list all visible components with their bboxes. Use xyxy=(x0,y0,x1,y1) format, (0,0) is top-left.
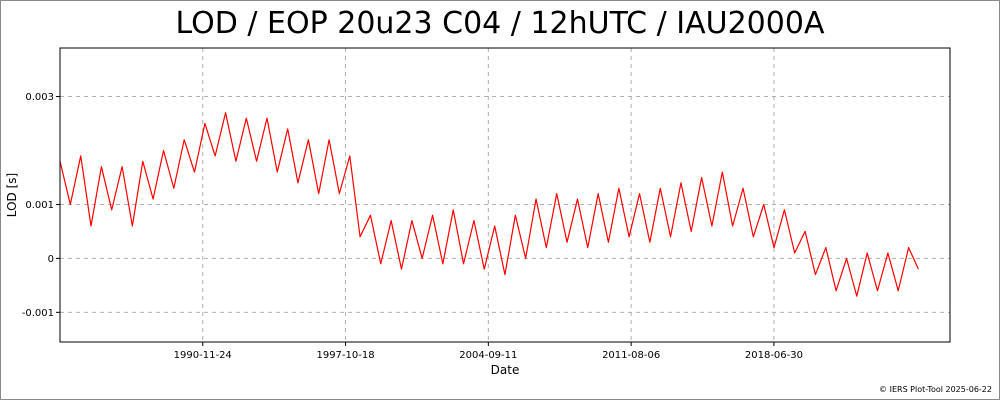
tick-layer: 1990-11-24 1997-10-18 2004-09-11 2011-08-06… xyxy=(22,92,803,361)
x-tick-label: 1990-11-24 xyxy=(174,350,232,361)
x-tick-label: 2011-08-06 xyxy=(602,350,660,361)
x-tick-label: 1997-10-18 xyxy=(316,350,374,361)
data-layer xyxy=(59,112,919,297)
y-axis-label: LOD [s] xyxy=(5,173,19,217)
axes-box xyxy=(59,47,951,343)
grid-lines xyxy=(60,48,950,342)
x-tick-label: 2018-06-30 xyxy=(745,350,803,361)
axes-box xyxy=(59,47,951,343)
y-tick-label: -0.001 xyxy=(22,308,54,319)
y-tick-label: 0 xyxy=(48,254,54,265)
y-tick-label: 0.001 xyxy=(25,200,54,211)
x-axis-label: Date xyxy=(491,363,520,377)
copyright-note: © IERS Plot-Tool 2025-06-22 xyxy=(879,385,992,394)
lod-series-line xyxy=(59,112,919,297)
y-tick-label: 0.003 xyxy=(25,92,54,103)
x-tick-label: 2004-09-11 xyxy=(459,350,517,361)
chart-title: LOD / EOP 20u23 C04 / 12hUTC / IAU2000A xyxy=(175,6,825,41)
